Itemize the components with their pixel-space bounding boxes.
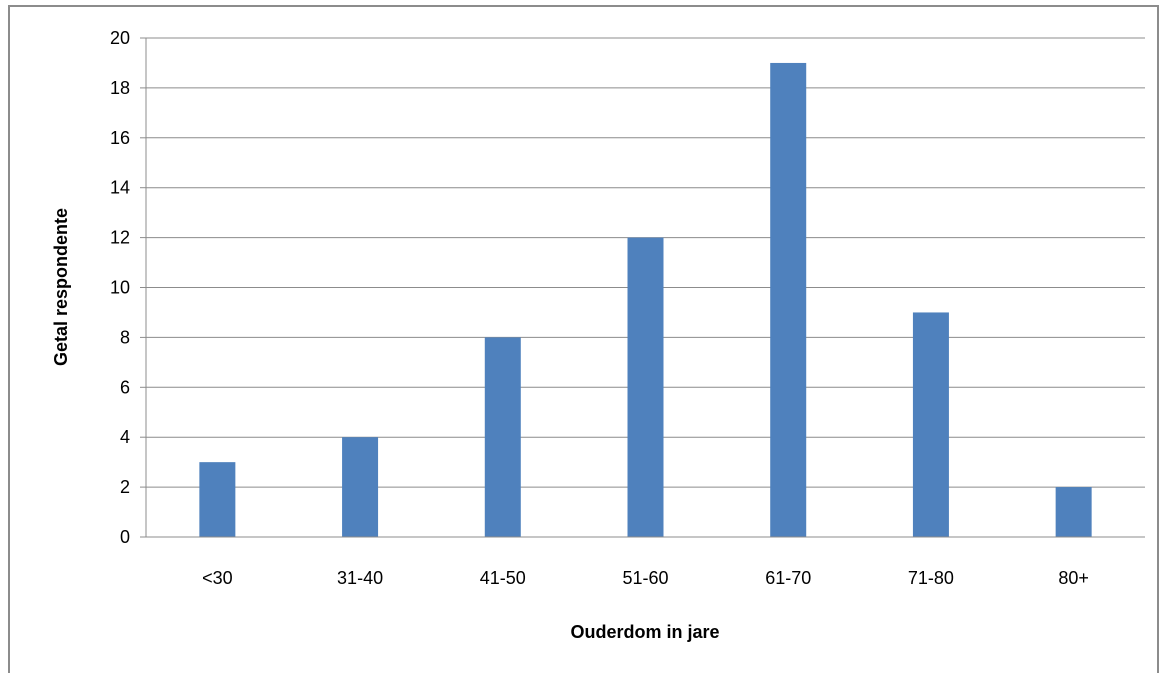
bars bbox=[199, 62, 1092, 537]
bar bbox=[627, 237, 664, 537]
x-tick-label: 31-40 bbox=[337, 568, 383, 588]
y-tick-label: 14 bbox=[110, 178, 130, 198]
bar bbox=[199, 462, 236, 537]
y-tick-label: 20 bbox=[110, 28, 130, 48]
y-tick-label: 16 bbox=[110, 128, 130, 148]
y-tick-label: 0 bbox=[120, 527, 130, 547]
x-tick-label: 80+ bbox=[1058, 568, 1089, 588]
y-tick-label: 4 bbox=[120, 427, 130, 447]
y-tick-label: 18 bbox=[110, 78, 130, 98]
bar bbox=[770, 62, 807, 537]
x-tick-label: 61-70 bbox=[765, 568, 811, 588]
bar bbox=[484, 337, 521, 537]
x-tick-label: <30 bbox=[202, 568, 233, 588]
x-axis-title: Ouderdom in jare bbox=[570, 622, 719, 642]
bar bbox=[342, 437, 379, 537]
y-tick-labels: 0 2 4 6 8 10 12 14 16 18 20 bbox=[110, 28, 146, 547]
y-axis-title: Getal respondente bbox=[51, 208, 71, 366]
y-tick-label: 10 bbox=[110, 278, 130, 298]
chart-frame bbox=[8, 5, 1159, 673]
y-tick-label: 8 bbox=[120, 327, 130, 347]
y-tick-label: 12 bbox=[110, 228, 130, 248]
x-tick-label: 71-80 bbox=[908, 568, 954, 588]
bar bbox=[1055, 487, 1092, 537]
y-tick-label: 2 bbox=[120, 477, 130, 497]
x-tick-label: 41-50 bbox=[480, 568, 526, 588]
y-tick-label: 6 bbox=[120, 377, 130, 397]
x-tick-label: 51-60 bbox=[622, 568, 668, 588]
x-tick-labels: <30 31-40 41-50 51-60 61-70 71-80 80+ bbox=[202, 568, 1089, 588]
bar bbox=[912, 312, 949, 537]
